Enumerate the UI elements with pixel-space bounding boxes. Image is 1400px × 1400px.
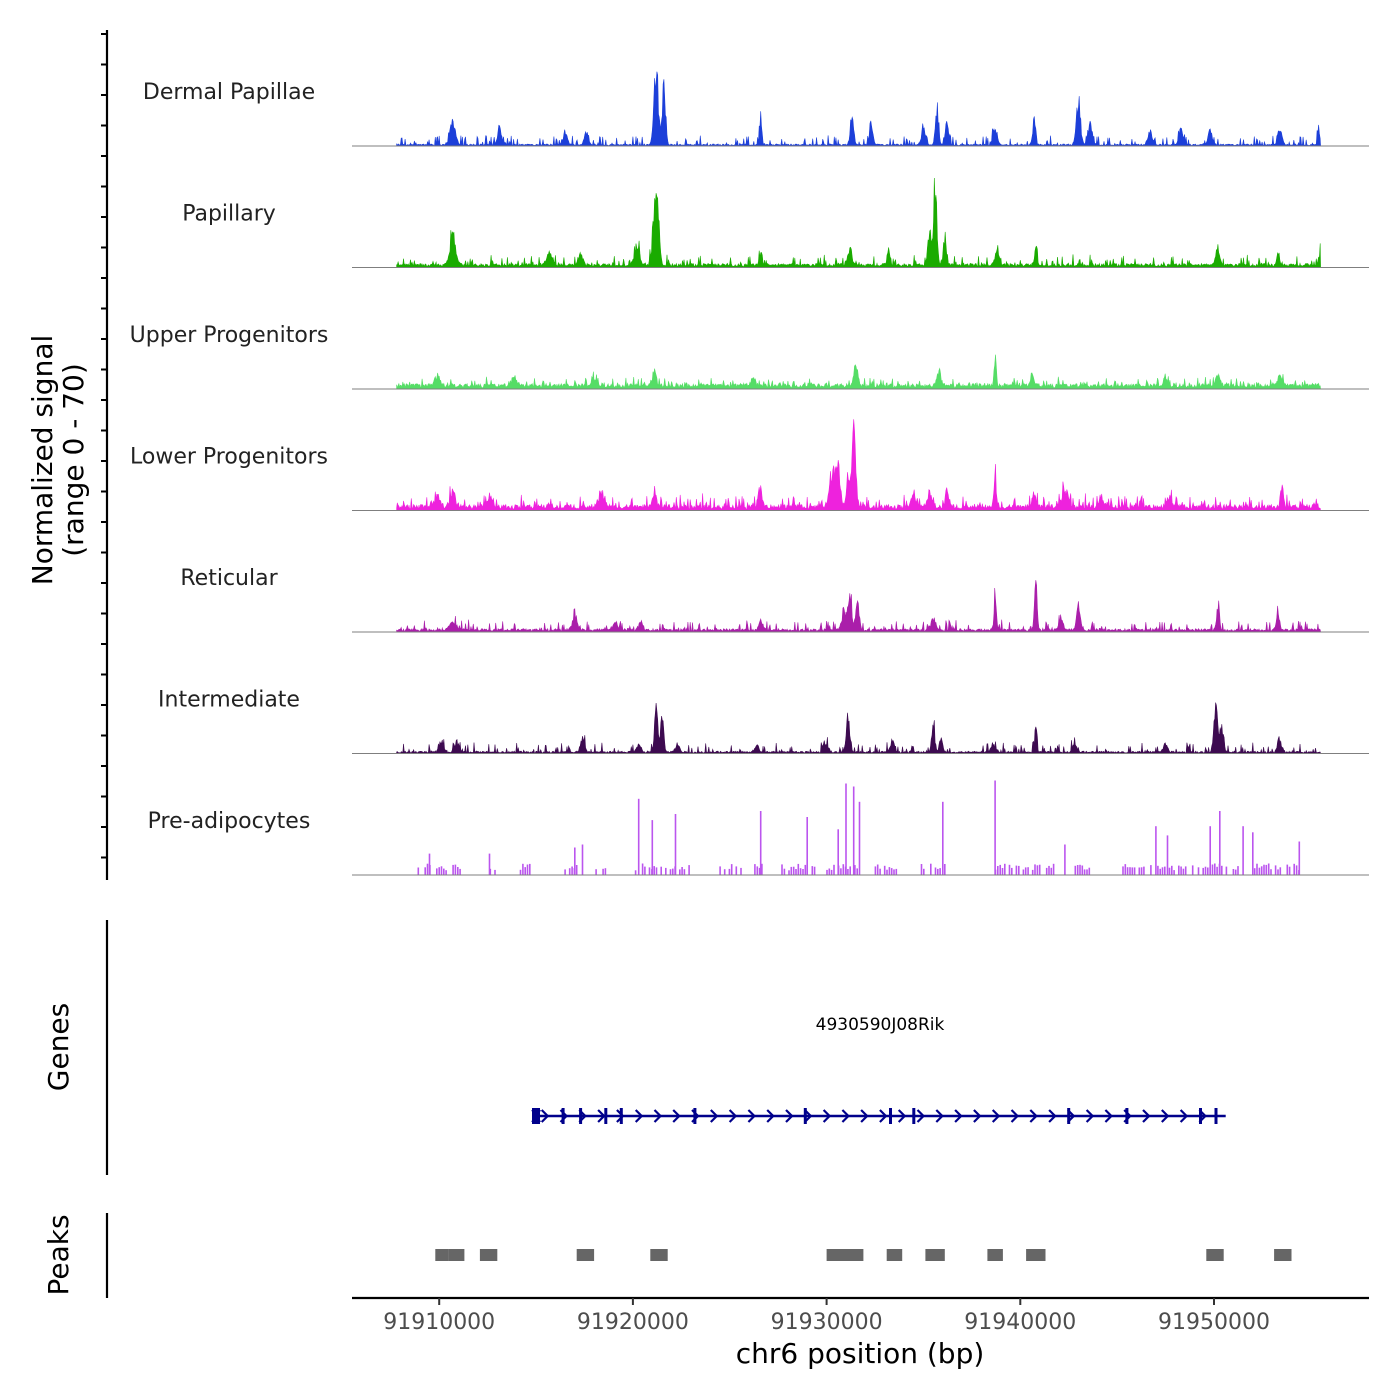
strand-arrow: [860, 1109, 869, 1123]
x-axis-ticks: 91910000 91920000 91930000 91940000 91950000: [383, 1298, 1270, 1335]
peak-region: [886, 1249, 903, 1261]
x-tick-label: 91910000: [383, 1310, 495, 1335]
strand-arrow: [597, 1109, 606, 1123]
gene-exon: [579, 1108, 583, 1124]
peak-region: [448, 1249, 465, 1261]
gene-exon: [889, 1108, 892, 1124]
gene-exon: [912, 1108, 916, 1124]
gene-exon: [532, 1108, 540, 1124]
track-dermal-papillae: Dermal Papillae: [143, 71, 1369, 147]
strand-arrow: [710, 1109, 719, 1123]
strand-arrow: [1010, 1109, 1020, 1123]
strand-arrow: [879, 1109, 888, 1123]
gene-track: 4930590J08Rik: [531, 1015, 1226, 1124]
coverage-y-axis-ticks: [101, 33, 107, 859]
strand-arrow: [841, 1109, 850, 1123]
strand-arrow: [991, 1109, 1001, 1123]
strand-arrow: [897, 1109, 907, 1123]
x-tick-label: 91950000: [1158, 1310, 1270, 1335]
signal-area-lower-progenitors: [396, 419, 1321, 511]
gene-exon: [693, 1108, 697, 1124]
strand-arrow: [1085, 1109, 1095, 1123]
strand-arrow: [653, 1109, 663, 1123]
track-label-reticular: Reticular: [180, 566, 278, 591]
peak-region: [479, 1249, 498, 1261]
y-axis-range-label: (range 0 - 70): [57, 363, 90, 557]
strand-arrow: [1179, 1109, 1189, 1123]
gene-exon: [619, 1108, 623, 1124]
strand-arrow: [954, 1109, 963, 1123]
gene-exon: [1067, 1108, 1071, 1124]
track-lower-progenitors: Lower Progenitors: [130, 419, 1369, 511]
strand-arrow: [935, 1109, 944, 1123]
x-axis-title: chr6 position (bp): [736, 1337, 985, 1370]
strand-arrow: [822, 1109, 832, 1123]
track-pre-adipocytes: Pre-adipocytes: [148, 780, 1369, 876]
strand-arrow: [728, 1109, 738, 1123]
peak-region: [1026, 1249, 1046, 1261]
signal-area-papillary: [396, 177, 1321, 268]
gene-exon: [1125, 1108, 1129, 1124]
x-tick-label: 91940000: [964, 1310, 1076, 1335]
strand-arrow: [672, 1109, 681, 1123]
track-label-papillary: Papillary: [182, 202, 276, 227]
gene-exon: [604, 1108, 608, 1124]
peaks-track-title: Peaks: [42, 1214, 75, 1295]
strand-arrow: [766, 1109, 775, 1123]
track-intermediate: Intermediate: [158, 688, 1369, 754]
track-label-lower-progenitors: Lower Progenitors: [130, 445, 328, 470]
genes-track-title: Genes: [42, 1003, 75, 1091]
strand-arrow: [785, 1109, 794, 1123]
peak-region: [576, 1249, 595, 1261]
track-reticular: Reticular: [180, 566, 1369, 633]
gene-exon: [1199, 1108, 1202, 1124]
y-axis-title: Normalized signal: [26, 335, 59, 586]
peak-region: [1274, 1249, 1292, 1261]
coverage-tracks: Dermal Papillae Papillary Upper Progenitor…: [130, 71, 1369, 876]
track-papillary: Papillary: [182, 177, 1369, 268]
gene-exon: [1214, 1108, 1218, 1124]
signal-area-upper-progenitors: [396, 354, 1321, 390]
gene-exon: [561, 1108, 565, 1124]
strand-arrow: [616, 1109, 625, 1123]
strand-arrow: [973, 1109, 982, 1123]
peak-region: [925, 1249, 945, 1261]
strand-arrow: [1104, 1109, 1113, 1123]
strand-arrow: [540, 1109, 550, 1123]
strand-arrow: [1161, 1109, 1170, 1123]
peak-region: [826, 1249, 844, 1261]
signal-area-dermal-papillae: [396, 71, 1321, 147]
strand-arrow: [1048, 1109, 1057, 1123]
strand-arrow: [634, 1109, 644, 1123]
track-label-pre-adipocytes: Pre-adipocytes: [148, 809, 311, 834]
strand-arrow: [1142, 1109, 1151, 1123]
x-tick-label: 91920000: [577, 1310, 689, 1335]
peak-region: [1206, 1249, 1224, 1261]
peak-region: [435, 1249, 449, 1261]
track-label-intermediate: Intermediate: [158, 688, 300, 713]
track-label-dermal-papillae: Dermal Papillae: [143, 80, 315, 105]
strand-arrow: [916, 1109, 926, 1123]
x-tick-label: 91930000: [771, 1310, 883, 1335]
gene-exon: [803, 1108, 807, 1124]
strand-arrow: [1029, 1109, 1038, 1123]
track-label-upper-progenitors: Upper Progenitors: [130, 323, 329, 348]
track-upper-progenitors: Upper Progenitors: [130, 323, 1369, 390]
peak-region: [987, 1249, 1003, 1261]
peak-region: [844, 1249, 864, 1261]
strand-arrow: [747, 1109, 756, 1123]
peak-region: [650, 1249, 668, 1261]
signal-area-reticular: [396, 580, 1321, 633]
gene-name-label: 4930590J08Rik: [816, 1015, 945, 1035]
signal-area-intermediate: [396, 702, 1321, 754]
peak-track: [435, 1249, 1292, 1261]
